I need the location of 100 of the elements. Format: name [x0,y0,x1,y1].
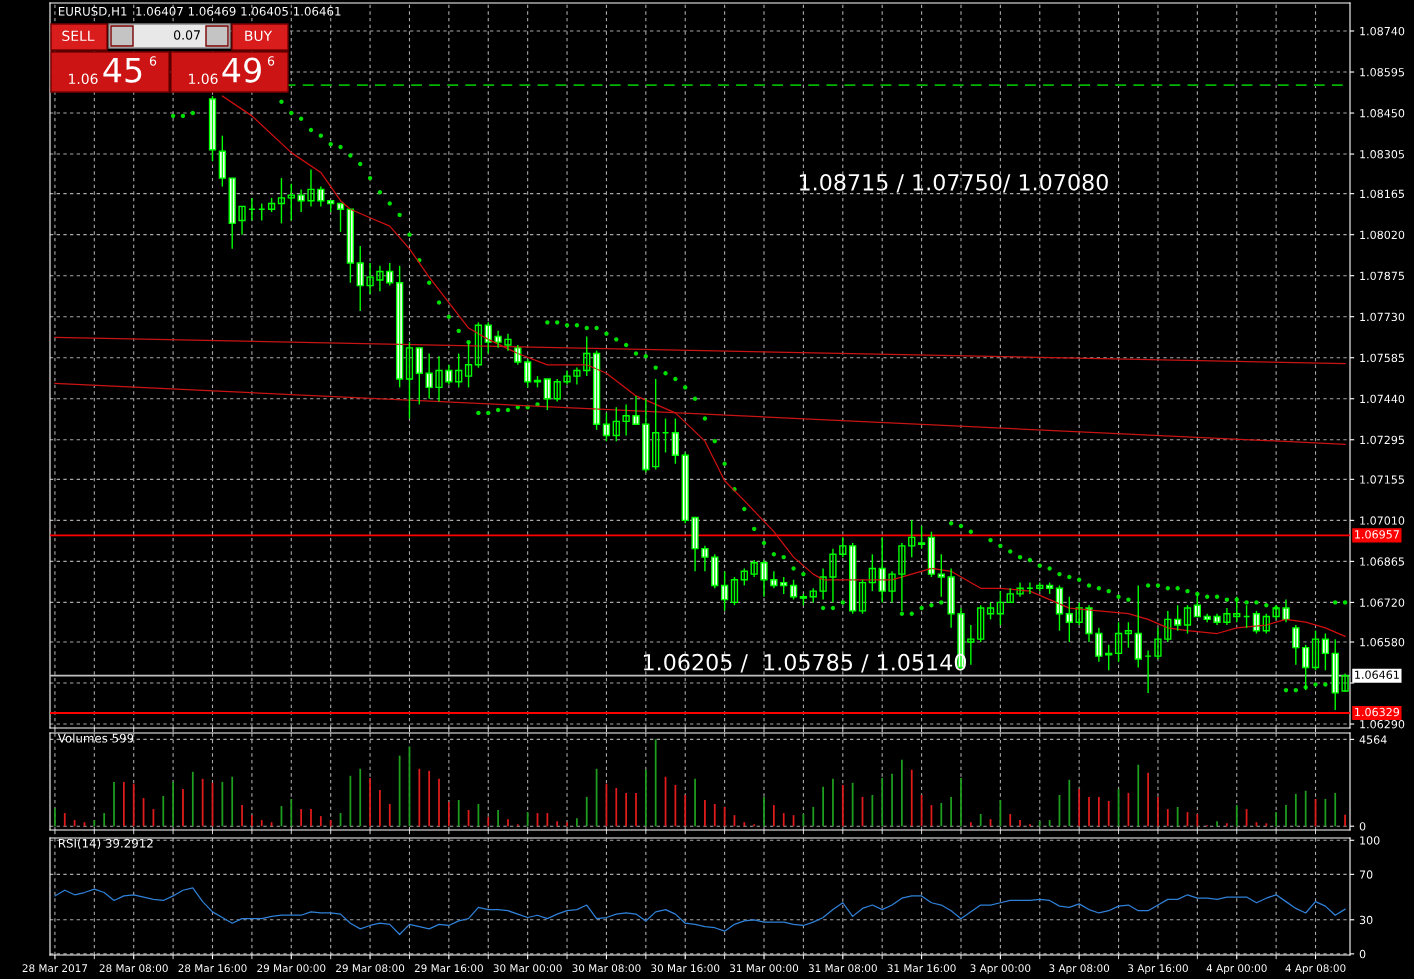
annotation: 6 [149,56,157,66]
candlestick [888,570,896,604]
x-tick-label: 4 Apr 00:00 [1206,964,1267,975]
candlestick [937,553,945,598]
y-tick-label: 70 [1359,870,1373,879]
ref-line-label: 1.06957 [1355,530,1399,539]
x-tick-label: 30 Mar 00:00 [493,964,562,973]
annotation: 1.06 [69,73,98,85]
x-tick-label: 29 Mar 08:00 [336,964,405,973]
ref-line-label: 1.06329 [1355,707,1400,717]
x-tick-label: 28 Mar 2017 [22,964,88,973]
y-tick-label: 1.06290 [1360,720,1405,729]
candlestick [1075,601,1083,626]
y-tick-label: 1.07875 [1360,271,1404,281]
candlestick [622,403,630,437]
y-tick-label: 1.07155 [1360,475,1404,484]
candlestick [829,547,837,604]
y-tick-label: 1.08450 [1360,109,1405,118]
chart-title: Volumes 599 [57,733,134,743]
x-tick-label: 31 Mar 00:00 [730,964,799,973]
candlestick [287,183,295,222]
candlestick [238,205,246,236]
candlestick [908,519,916,558]
candlestick [464,341,473,389]
line-series [54,887,1346,936]
x-tick-label: 28 Mar 16:00 [178,964,247,973]
candlestick [435,355,443,403]
y-tick-label: 1.07730 [1360,312,1405,322]
candlestick [858,579,867,615]
candlestick [1183,604,1192,635]
candlestick [1016,581,1024,598]
y-tick-label: 0 [1359,822,1366,831]
x-tick-label: 29 Mar 00:00 [257,964,326,973]
candlestick [366,262,374,295]
annotation: 45 [103,57,142,83]
candlestick [750,559,758,578]
candlestick [553,378,561,403]
x-tick-label: 3 Apr 00:00 [970,964,1031,975]
y-tick-label: 4564 [1359,735,1387,744]
y-tick-label: 1.06720 [1360,598,1405,607]
y-tick-label: 0 [1359,949,1366,959]
candlestick [405,341,414,420]
annotation: 6 [267,56,275,66]
y-tick-label: 1.07295 [1360,435,1404,445]
x-tick-label: 4 Apr 08:00 [1285,964,1346,975]
candlestick [307,168,315,208]
candlestick [1154,627,1162,660]
y-tick-label: 1.08165 [1360,189,1404,199]
annotation: 49 [222,57,261,83]
candlestick [563,369,571,386]
chart-title: RSI(14) 39.2912 [58,838,153,850]
y-tick-label: 100 [1360,836,1380,845]
candlestick [277,177,286,225]
candlestick [730,576,739,606]
candlestick [839,536,847,558]
candlestick [1164,610,1172,643]
candlestick [996,590,1005,626]
annotation: 0.07 [173,30,200,40]
y-tick-label: 1.07010 [1360,516,1405,525]
candlestick [652,378,660,471]
x-tick-label: 29 Mar 16:00 [414,964,483,973]
x-tick-label: 28 Mar 08:00 [99,964,168,973]
y-tick-label: 1.07585 [1360,353,1404,363]
candlestick [868,553,876,592]
annotation: 1.08715 / 1.07750/ 1.07080 [799,173,1108,193]
candlestick [917,525,926,550]
candlestick [967,624,975,666]
annotation: 1.06 [189,73,218,85]
x-tick-label: 30 Mar 08:00 [572,964,641,973]
annotation: SELL [62,30,95,42]
candlestick [455,352,463,389]
x-tick-label: 30 Mar 16:00 [651,964,720,973]
x-tick-label: 31 Mar 16:00 [887,964,956,973]
candlestick [1262,613,1270,635]
y-tick-label: 30 [1359,915,1373,925]
candlestick [977,604,985,643]
candlestick [612,406,620,442]
candlestick [474,321,483,369]
x-tick-label: 3 Apr 16:00 [1128,964,1188,975]
chart-title: EURUSD,H1 1.06407 1.06469 1.06405 1.06461 [58,6,341,17]
y-tick-label: 1.06580 [1360,637,1405,647]
x-tick-label: 3 Apr 08:00 [1049,964,1110,975]
candlestick [1223,607,1231,626]
candlestick [573,366,581,386]
y-tick-label: 1.08595 [1360,68,1404,77]
y-tick-label: 1.08305 [1360,150,1404,159]
y-tick-label: 1.08740 [1360,26,1405,36]
candlestick [583,335,591,377]
x-tick-label: 31 Mar 08:00 [808,964,877,973]
y-tick-label: 1.06865 [1360,557,1404,566]
candlestick [819,567,827,601]
candlestick [1114,621,1123,663]
annotation: BUY [245,30,273,42]
ref-line-label: 1.06461 [1355,670,1399,679]
y-tick-label: 1.07440 [1360,394,1405,404]
candlestick [376,265,384,292]
candlestick [898,542,906,612]
candlestick [504,332,512,352]
y-tick-label: 1.08020 [1360,230,1405,240]
candlestick [1311,629,1320,671]
